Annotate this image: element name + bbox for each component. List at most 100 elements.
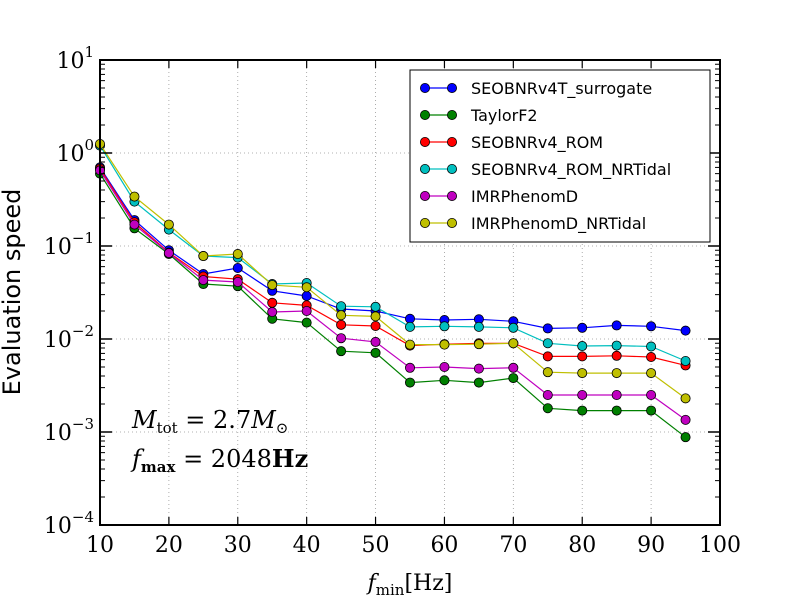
data-point <box>646 405 657 416</box>
data-point <box>301 282 312 293</box>
data-point <box>232 249 243 260</box>
data-point <box>232 263 243 274</box>
annotation-total-mass: Mtot = 2.7M⊙ <box>131 406 288 437</box>
data-point <box>336 333 347 344</box>
data-point <box>508 373 519 384</box>
x-tick-label: 40 <box>293 533 321 558</box>
data-point <box>611 340 622 351</box>
legend-label: SEOBNRv4_ROM <box>471 133 603 153</box>
data-point <box>646 368 657 379</box>
data-point <box>336 346 347 357</box>
series-line <box>99 145 686 362</box>
annotation-max-frequency: fmax = 2048Hz <box>130 444 308 476</box>
data-point <box>473 377 484 388</box>
data-point <box>370 336 381 347</box>
data-point <box>473 321 484 332</box>
data-point <box>577 351 588 362</box>
data-point <box>404 321 415 332</box>
legend-label: SEOBNRv4T_surrogate <box>471 79 652 99</box>
data-point <box>473 339 484 350</box>
data-point <box>542 338 553 349</box>
data-point <box>336 319 347 330</box>
legend-marker <box>446 136 457 147</box>
data-point <box>646 321 657 332</box>
x-axis-label: fmin[Hz] <box>366 571 453 599</box>
data-point <box>370 347 381 358</box>
data-point <box>680 356 691 367</box>
series-line <box>99 167 686 332</box>
data-point <box>508 338 519 349</box>
legend: SEOBNRv4T_surrogate TaylorF2 SEOBNRv4_ROM S… <box>409 69 711 243</box>
data-point <box>404 339 415 350</box>
y-tick-label: 100 <box>56 136 94 167</box>
data-point <box>611 405 622 416</box>
data-point <box>646 352 657 363</box>
y-axis-label: Evaluation speed <box>0 189 26 396</box>
data-point <box>611 320 622 331</box>
legend-label: TaylorF2 <box>470 106 538 125</box>
x-tick-label: 70 <box>499 533 527 558</box>
legend-entry: IMRPhenomD <box>419 187 578 206</box>
x-tick-label: 60 <box>430 533 458 558</box>
legend-marker <box>419 110 430 121</box>
x-tick-label: 50 <box>362 533 390 558</box>
data-point <box>577 405 588 416</box>
legend-marker <box>446 83 457 94</box>
data-point <box>508 362 519 373</box>
data-point <box>611 350 622 361</box>
legend-label: SEOBNRv4_ROM_NRTidal <box>471 160 671 180</box>
legend-entry: TaylorF2 <box>419 106 538 125</box>
data-point <box>680 432 691 443</box>
legend-entry: SEOBNRv4T_surrogate <box>419 79 652 99</box>
data-point <box>577 389 588 400</box>
data-point <box>301 290 312 301</box>
x-tick-label: 20 <box>155 533 183 558</box>
data-point <box>577 322 588 333</box>
data-point <box>370 320 381 331</box>
data-point <box>577 368 588 379</box>
data-point <box>129 191 140 202</box>
data-point <box>267 280 278 291</box>
y-tick-label: 10−4 <box>44 508 94 539</box>
data-point <box>439 375 450 386</box>
x-tick-label: 80 <box>568 533 596 558</box>
data-point <box>542 389 553 400</box>
legend-marker <box>446 163 457 174</box>
data-point <box>577 341 588 352</box>
series-line <box>99 143 686 399</box>
data-point <box>611 368 622 379</box>
legend-entry: SEOBNRv4_ROM <box>419 133 603 153</box>
data-point <box>508 322 519 333</box>
data-point <box>542 351 553 362</box>
data-point <box>370 301 381 312</box>
legend-marker <box>419 190 430 201</box>
data-point <box>301 306 312 317</box>
legend-marker <box>446 190 457 201</box>
x-tick-label: 30 <box>224 533 252 558</box>
data-point <box>611 389 622 400</box>
data-point <box>336 310 347 321</box>
plot-frame <box>99 59 721 526</box>
x-tick-label: 10 <box>86 533 114 558</box>
series-line <box>99 173 686 438</box>
data-point <box>473 363 484 374</box>
data-point <box>680 393 691 404</box>
data-point <box>646 341 657 352</box>
x-tick-label: 100 <box>699 533 741 558</box>
series-IMRPhenomD_NRTidal <box>95 138 691 404</box>
legend-marker <box>446 110 457 121</box>
data-point <box>232 277 243 288</box>
legend-marker <box>419 136 430 147</box>
data-point <box>301 317 312 328</box>
x-tick-label: 90 <box>637 533 665 558</box>
x-tick-labels: 10 20 30 40 50 60 70 80 90 100 <box>86 533 741 558</box>
data-point <box>646 389 657 400</box>
y-tick-label: 10−1 <box>44 229 94 260</box>
legend-marker <box>419 163 430 174</box>
y-tick-label: 10−2 <box>44 322 94 353</box>
data-point <box>129 219 140 230</box>
series-IMRPhenomD <box>95 165 691 425</box>
legend-items: SEOBNRv4T_surrogate TaylorF2 SEOBNRv4_ROM S… <box>419 79 671 234</box>
y-tick-labels: 10−4 10−3 10−2 10−1 100 101 <box>44 43 94 539</box>
